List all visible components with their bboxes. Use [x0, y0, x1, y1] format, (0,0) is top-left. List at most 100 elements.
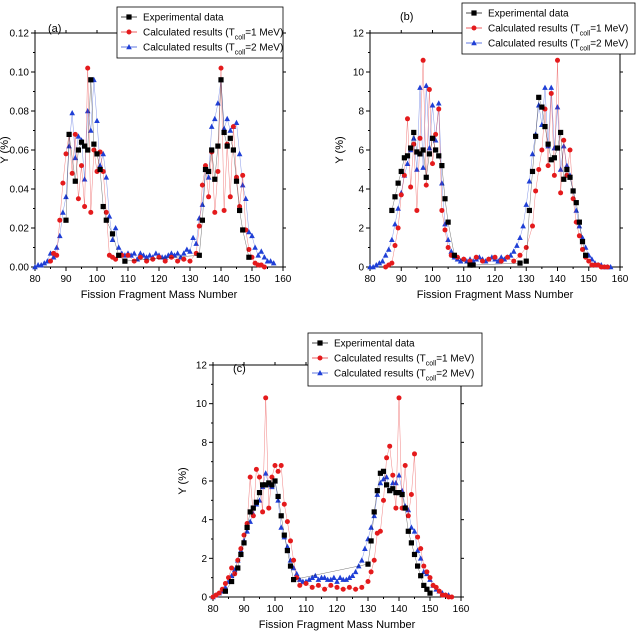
data-point-triangle — [405, 507, 412, 513]
data-point-square — [402, 505, 408, 511]
data-point-circle — [237, 204, 243, 210]
y-tick-label: 10 — [196, 399, 208, 410]
data-point-circle — [436, 588, 442, 594]
data-point-triangle — [112, 225, 119, 231]
legend-marker-circle — [126, 29, 132, 35]
data-point-circle — [396, 395, 402, 401]
plot-frame — [212, 364, 462, 598]
data-point-triangle — [66, 143, 72, 149]
data-point-square — [100, 203, 106, 210]
y-axis-label: Y (%) — [177, 467, 189, 494]
data-point-circle — [558, 190, 564, 196]
data-point-circle — [433, 584, 439, 590]
legend-marker-triangle — [126, 44, 132, 50]
data-point-circle — [414, 207, 420, 213]
x-tick-label: 80 — [29, 274, 41, 285]
data-point-triangle — [306, 576, 312, 582]
data-point-triangle — [439, 180, 445, 186]
data-point-circle — [505, 254, 510, 260]
data-point-circle — [567, 147, 573, 153]
data-point-square — [536, 94, 542, 100]
data-point-triangle — [498, 254, 505, 260]
data-point-triangle — [103, 174, 110, 180]
data-point-triangle — [355, 563, 362, 569]
data-point-square — [256, 490, 263, 496]
data-point-circle — [530, 223, 535, 229]
data-point-triangle — [174, 250, 181, 256]
data-point-square — [436, 153, 442, 159]
chart-panel-b: 80 90 100 110 120 130 140 150 160 0 2 4 6 8 10 12 Fissio… — [334, 2, 636, 301]
data-point-circle — [420, 57, 426, 63]
data-point-circle — [423, 182, 429, 188]
data-point-circle — [309, 584, 315, 590]
data-point-triangle — [382, 252, 389, 258]
data-point-triangle — [514, 242, 520, 248]
data-point-triangle — [187, 248, 193, 254]
data-point-square — [78, 139, 85, 145]
data-point-square — [103, 217, 109, 223]
data-point-square — [424, 586, 430, 592]
data-point-square — [368, 538, 374, 544]
data-point-square — [284, 548, 290, 554]
data-point-triangle — [334, 578, 340, 584]
data-point-circle — [253, 466, 259, 472]
data-point-square — [374, 488, 380, 494]
data-point-circle — [439, 207, 445, 213]
legend-entry-label: Calculated results (Tcoll=1 MeV) — [488, 24, 628, 38]
data-point-triangle — [368, 524, 374, 530]
data-point-circle — [449, 594, 455, 600]
data-point-triangle — [429, 102, 436, 108]
data-point-square — [517, 260, 523, 266]
data-point-square — [423, 174, 429, 180]
y-tick-label: 0 — [201, 593, 207, 604]
data-point-square — [218, 77, 224, 83]
data-point-square — [278, 513, 284, 519]
data-point-square — [408, 145, 414, 151]
data-point-square — [287, 563, 294, 569]
data-point-triangle — [321, 574, 328, 580]
data-point-circle — [260, 509, 266, 515]
data-point-circle — [82, 204, 88, 210]
y-tick-label: 2 — [358, 224, 364, 235]
data-point-circle — [199, 182, 205, 188]
data-point-square — [445, 219, 451, 225]
legend-box — [116, 6, 284, 59]
x-tick-label: 120 — [329, 604, 346, 615]
data-point-square — [417, 151, 423, 157]
data-point-square — [109, 231, 116, 237]
data-point-circle — [137, 254, 143, 260]
data-point-square — [215, 143, 221, 149]
data-point-circle — [523, 245, 529, 250]
data-point-circle — [291, 557, 297, 563]
data-point-triangle — [420, 164, 426, 170]
data-point-triangle — [414, 547, 421, 553]
data-point-square — [390, 486, 396, 492]
data-point-triangle — [293, 570, 300, 577]
y-axis-label: Y (%) — [334, 136, 346, 163]
data-point-triangle — [50, 254, 57, 260]
data-point-square — [526, 207, 532, 214]
data-point-circle — [60, 180, 66, 186]
data-point-square — [554, 145, 561, 151]
data-point-circle — [69, 170, 75, 176]
data-point-circle — [353, 586, 359, 592]
data-point-triangle — [376, 260, 383, 266]
data-point-triangle — [359, 557, 365, 563]
data-point-triangle — [236, 150, 243, 157]
legend-entry-label: Experimental data — [334, 339, 415, 350]
data-point-triangle — [63, 193, 69, 200]
data-point-circle — [269, 474, 275, 480]
data-point-circle — [390, 472, 396, 478]
data-point-square — [206, 168, 212, 175]
data-point-circle — [426, 87, 432, 93]
legend-entry-label: Calculated results (Tcoll=2 MeV) — [143, 43, 283, 57]
data-point-triangle — [115, 244, 122, 250]
data-point-circle — [442, 227, 448, 233]
x-tick-label: 90 — [60, 274, 72, 285]
x-tick-label: 80 — [364, 274, 376, 285]
data-point-triangle — [227, 127, 234, 133]
y-tick-label: 0.10 — [10, 68, 30, 79]
data-point-square — [85, 147, 91, 153]
data-point-triangle — [395, 205, 401, 211]
data-point-triangle — [457, 258, 464, 264]
